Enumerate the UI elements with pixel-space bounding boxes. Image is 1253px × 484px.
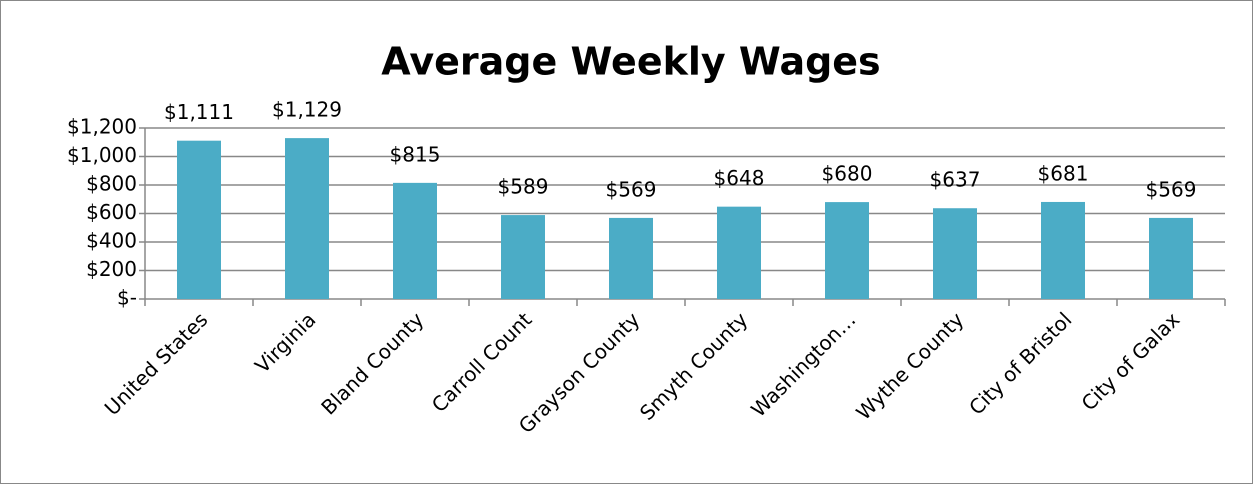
bar [1149,217,1193,299]
value-label: $1,129 [272,98,342,122]
y-tick-label: $- [117,286,137,310]
y-tick-label: $200 [86,257,137,281]
value-label: $680 [822,162,873,186]
bar [1041,201,1085,299]
bar [177,140,221,299]
value-label: $637 [930,168,981,192]
value-label: $648 [714,166,765,190]
bar [501,215,545,299]
bar [285,138,329,299]
bar [609,217,653,299]
y-tick-label: $800 [86,172,137,196]
y-tick-label: $1,200 [67,115,137,139]
y-tick-label: $400 [86,229,137,253]
chart-title: Average Weekly Wages [381,40,880,84]
value-label: $569 [606,177,657,201]
value-label: $681 [1038,161,1089,185]
y-tick-label: $600 [86,200,137,224]
bar [393,182,437,299]
bar [825,202,869,299]
value-label: $1,111 [164,100,234,124]
value-label: $589 [498,175,549,199]
value-label: $815 [390,142,441,166]
y-tick-label: $1,000 [67,143,137,167]
bar [717,206,761,299]
bar [933,208,977,299]
value-label: $569 [1146,177,1197,201]
